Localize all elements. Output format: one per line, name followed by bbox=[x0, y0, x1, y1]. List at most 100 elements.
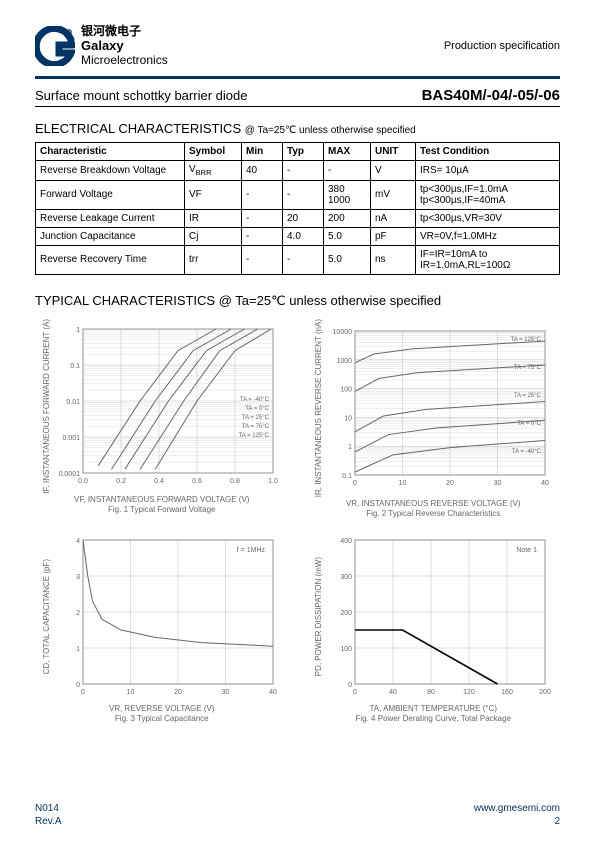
table-header: MAX bbox=[324, 142, 371, 160]
table-header: Min bbox=[242, 142, 283, 160]
svg-text:Note 1: Note 1 bbox=[516, 547, 537, 554]
table-cell: ns bbox=[371, 245, 416, 274]
electrical-table: CharacteristicSymbolMinTypMAXUNITTest Co… bbox=[35, 142, 560, 275]
svg-text:100: 100 bbox=[340, 646, 352, 653]
table-cell: - bbox=[242, 209, 283, 227]
table-row: Reverse Breakdown VoltageVBRR40--VIRS= 1… bbox=[36, 160, 560, 180]
table-cell: - bbox=[242, 245, 283, 274]
svg-text:120: 120 bbox=[463, 689, 475, 696]
chart-caption: Fig. 2 Typical Reverse Characteristics bbox=[366, 509, 500, 518]
svg-text:200: 200 bbox=[539, 689, 551, 696]
table-header: UNIT bbox=[371, 142, 416, 160]
svg-text:30: 30 bbox=[493, 480, 501, 487]
table-header: Characteristic bbox=[36, 142, 185, 160]
svg-text:40: 40 bbox=[269, 689, 277, 696]
table-cell: trr bbox=[185, 245, 242, 274]
chart-svg: 0.1110100100010000010203040TA = 125°CTA … bbox=[323, 323, 553, 493]
typ-title-row: TYPICAL CHARACTERISTICS @ Ta=25℃ unless … bbox=[35, 293, 560, 309]
spec-label: Production specification bbox=[444, 40, 560, 52]
svg-text:TA = 0°C: TA = 0°C bbox=[245, 406, 269, 412]
brand-en1: Galaxy bbox=[81, 39, 168, 54]
svg-text:TA = 0°C: TA = 0°C bbox=[517, 421, 541, 427]
svg-text:0: 0 bbox=[353, 480, 357, 487]
brand-cn: 银河微电子 bbox=[81, 25, 168, 39]
chart-svg: 01234010203040f = 1MHz bbox=[51, 532, 281, 702]
table-cell: 5.0 bbox=[324, 227, 371, 245]
table-cell: Reverse Breakdown Voltage bbox=[36, 160, 185, 180]
footer-url: www.gmesemi.com bbox=[474, 803, 560, 816]
header: R 银河微电子 Galaxy Microelectronics Producti… bbox=[35, 25, 560, 74]
svg-text:TA = -40°C: TA = -40°C bbox=[240, 397, 270, 403]
subtitle: Surface mount schottky barrier diode bbox=[35, 88, 247, 103]
svg-text:1.0: 1.0 bbox=[268, 478, 278, 485]
svg-text:f = 1MHz: f = 1MHz bbox=[237, 547, 266, 554]
table-cell: IF=IR=10mA toIR=1.0mA,RL=100Ω bbox=[416, 245, 560, 274]
svg-text:TA = 125°C: TA = 125°C bbox=[510, 337, 541, 343]
svg-text:40: 40 bbox=[541, 480, 549, 487]
table-cell: IR bbox=[185, 209, 242, 227]
svg-text:TA = 25°C: TA = 25°C bbox=[514, 393, 542, 399]
chart-xlabel: TA, AMBIENT TEMPERATURE (°C) bbox=[369, 704, 497, 713]
chart-xlabel: VR, INSTANTANEOUS REVERSE VOLTAGE (V) bbox=[346, 499, 521, 508]
svg-text:4: 4 bbox=[76, 538, 80, 545]
svg-text:1000: 1000 bbox=[336, 357, 352, 364]
chart-panel: IF, INSTANTANEOUS FORWARD CURRENT (A)0.0… bbox=[35, 319, 289, 518]
chart-svg: 010020030040004080120160200Note 1 bbox=[323, 532, 553, 702]
brand-en2: Microelectronics bbox=[81, 54, 168, 68]
chart-panel: CD, TOTAL CAPACITANCE (pF)01234010203040… bbox=[35, 532, 289, 723]
svg-text:TA = 75°C: TA = 75°C bbox=[242, 424, 270, 430]
footer-page: 2 bbox=[474, 816, 560, 829]
table-cell: 4.0 bbox=[283, 227, 324, 245]
table-header: Test Condition bbox=[416, 142, 560, 160]
chart-panel: PD, POWER DISSIPATION (mW)01002003004000… bbox=[307, 532, 561, 723]
table-cell: tp<300µs,IF=1.0mAtp<300µs,IF=40mA bbox=[416, 180, 560, 209]
chart-caption: Fig. 4 Power Derating Curve, Total Packa… bbox=[356, 714, 511, 723]
elec-condition: @ Ta=25℃ unless otherwise specified bbox=[245, 125, 416, 136]
chart-caption: Fig. 3 Typical Capacitance bbox=[115, 714, 209, 723]
table-cell: - bbox=[324, 160, 371, 180]
chart-ylabel: CD, TOTAL CAPACITANCE (pF) bbox=[42, 559, 51, 674]
table-cell: tp<300µs,VR=30V bbox=[416, 209, 560, 227]
table-cell: mV bbox=[371, 180, 416, 209]
svg-text:0.2: 0.2 bbox=[116, 478, 126, 485]
svg-text:0.6: 0.6 bbox=[192, 478, 202, 485]
svg-text:1: 1 bbox=[76, 646, 80, 653]
svg-text:30: 30 bbox=[222, 689, 230, 696]
footer-doc: N014 bbox=[35, 803, 62, 816]
svg-text:160: 160 bbox=[501, 689, 513, 696]
svg-text:0: 0 bbox=[353, 689, 357, 696]
svg-text:0.01: 0.01 bbox=[67, 399, 81, 406]
footer-rev: Rev.A bbox=[35, 816, 62, 829]
part-number: BAS40M/-04/-05/-06 bbox=[422, 87, 560, 104]
table-cell: 40 bbox=[242, 160, 283, 180]
svg-text:TA = 75°C: TA = 75°C bbox=[514, 365, 542, 371]
table-cell: Reverse Recovery Time bbox=[36, 245, 185, 274]
table-row: Reverse Recovery Timetrr--5.0nsIF=IR=10m… bbox=[36, 245, 560, 274]
chart-svg: 0.00010.0010.010.110.00.20.40.60.81.0TA … bbox=[51, 321, 281, 491]
svg-text:20: 20 bbox=[174, 689, 182, 696]
chart-ylabel: IR, INSTANTANEOUS REVERSE CURRENT (nA) bbox=[314, 319, 323, 497]
table-cell: VF bbox=[185, 180, 242, 209]
table-cell: pF bbox=[371, 227, 416, 245]
subheader: Surface mount schottky barrier diode BAS… bbox=[35, 87, 560, 107]
footer: N014 Rev.A www.gmesemi.com 2 bbox=[35, 803, 560, 828]
svg-text:0.0: 0.0 bbox=[78, 478, 88, 485]
svg-text:0: 0 bbox=[76, 682, 80, 689]
svg-text:2: 2 bbox=[76, 610, 80, 617]
chart-xlabel: VR, REVERSE VOLTAGE (V) bbox=[109, 704, 215, 713]
elec-title-row: ELECTRICAL CHARACTERISTICS @ Ta=25℃ unle… bbox=[35, 121, 560, 136]
typ-condition: @ Ta=25℃ unless otherwise specified bbox=[219, 293, 441, 308]
typ-title: TYPICAL CHARACTERISTICS bbox=[35, 293, 215, 308]
table-row: Reverse Leakage CurrentIR-20200nAtp<300µ… bbox=[36, 209, 560, 227]
table-cell: - bbox=[242, 180, 283, 209]
header-rule bbox=[35, 76, 560, 79]
chart-panel: IR, INSTANTANEOUS REVERSE CURRENT (nA) 0.… bbox=[307, 319, 561, 518]
svg-text:0.1: 0.1 bbox=[342, 473, 352, 480]
svg-text:80: 80 bbox=[427, 689, 435, 696]
svg-text:10000: 10000 bbox=[332, 329, 352, 336]
table-cell: V bbox=[371, 160, 416, 180]
svg-text:200: 200 bbox=[340, 610, 352, 617]
table-cell: 5.0 bbox=[324, 245, 371, 274]
svg-text:1: 1 bbox=[348, 444, 352, 451]
svg-text:10: 10 bbox=[127, 689, 135, 696]
